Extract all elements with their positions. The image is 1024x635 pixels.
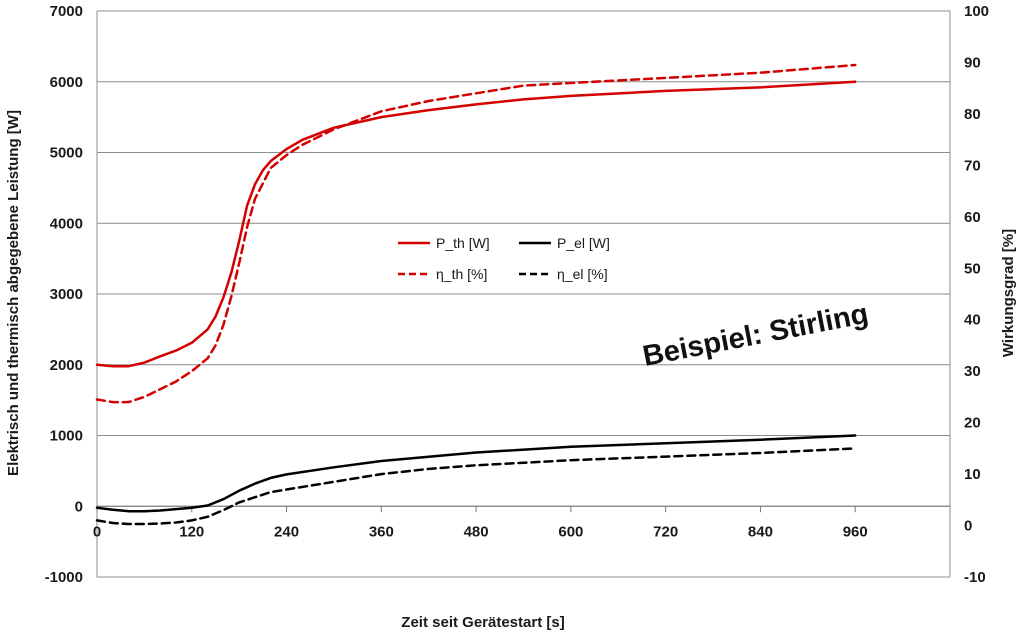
x-tick-label: 480 (464, 523, 489, 540)
y-left-tick-label: -1000 (45, 569, 83, 586)
y-axis-right-title: Wirkungsgrad [%] (1000, 229, 1017, 357)
y-left-tick-label: 4000 (50, 215, 83, 232)
x-tick-label: 0 (93, 523, 101, 540)
x-tick-label: 960 (843, 523, 868, 540)
y-left-tick-label: 5000 (50, 145, 83, 162)
y-left-tick-label: 2000 (50, 357, 83, 374)
legend: P_th [W] P_el [W] η_th [%] η_el [%] (398, 235, 610, 282)
axes (96, 11, 951, 577)
legend-label-eta-el: η_el [%] (557, 266, 608, 282)
x-tick-label: 360 (369, 523, 394, 540)
x-tick-label: 240 (274, 523, 299, 540)
y-right-tick-label: 20 (964, 415, 981, 432)
y-right-tick-label: -10 (964, 569, 986, 586)
x-tick-label: 840 (748, 523, 773, 540)
series-line-0 (95, 80, 857, 368)
gridlines (97, 10, 950, 578)
y-right-tick-label: 60 (964, 209, 981, 226)
y-right-tick-label: 100 (964, 3, 989, 20)
annotation-label: Beispiel: Stirling (640, 298, 871, 373)
y-right-tick-label: 50 (964, 260, 981, 277)
x-tick-label: 600 (558, 523, 583, 540)
legend-label-eta-th: η_th [%] (436, 266, 487, 282)
legend-label-p-el: P_el [W] (557, 235, 610, 251)
y-axis-left-title: Elektrisch und thermisch abgegebene Leis… (5, 110, 22, 476)
y-right-tick-label: 10 (964, 466, 981, 483)
x-tick-label: 120 (179, 523, 204, 540)
series-line-1 (95, 434, 857, 513)
series-lines (95, 63, 857, 526)
tick-labels: -100001000200030004000500060007000-10010… (45, 3, 989, 586)
legend-label-p-th: P_th [W] (436, 235, 490, 251)
y-left-tick-label: 6000 (50, 74, 83, 91)
x-axis-title: Zeit seit Gerätestart [s] (401, 614, 564, 631)
y-right-tick-label: 90 (964, 54, 981, 71)
y-right-tick-label: 0 (964, 518, 972, 535)
y-left-tick-label: 0 (75, 498, 83, 515)
y-right-tick-label: 70 (964, 157, 981, 174)
y-left-tick-label: 3000 (50, 286, 83, 303)
x-tick-label: 720 (653, 523, 678, 540)
y-right-tick-label: 80 (964, 106, 981, 123)
series-line-3 (95, 447, 857, 526)
y-right-tick-label: 30 (964, 363, 981, 380)
series-line-2 (95, 63, 857, 404)
y-left-tick-label: 1000 (50, 428, 83, 445)
y-left-tick-label: 7000 (50, 3, 83, 20)
y-right-tick-label: 40 (964, 312, 981, 329)
